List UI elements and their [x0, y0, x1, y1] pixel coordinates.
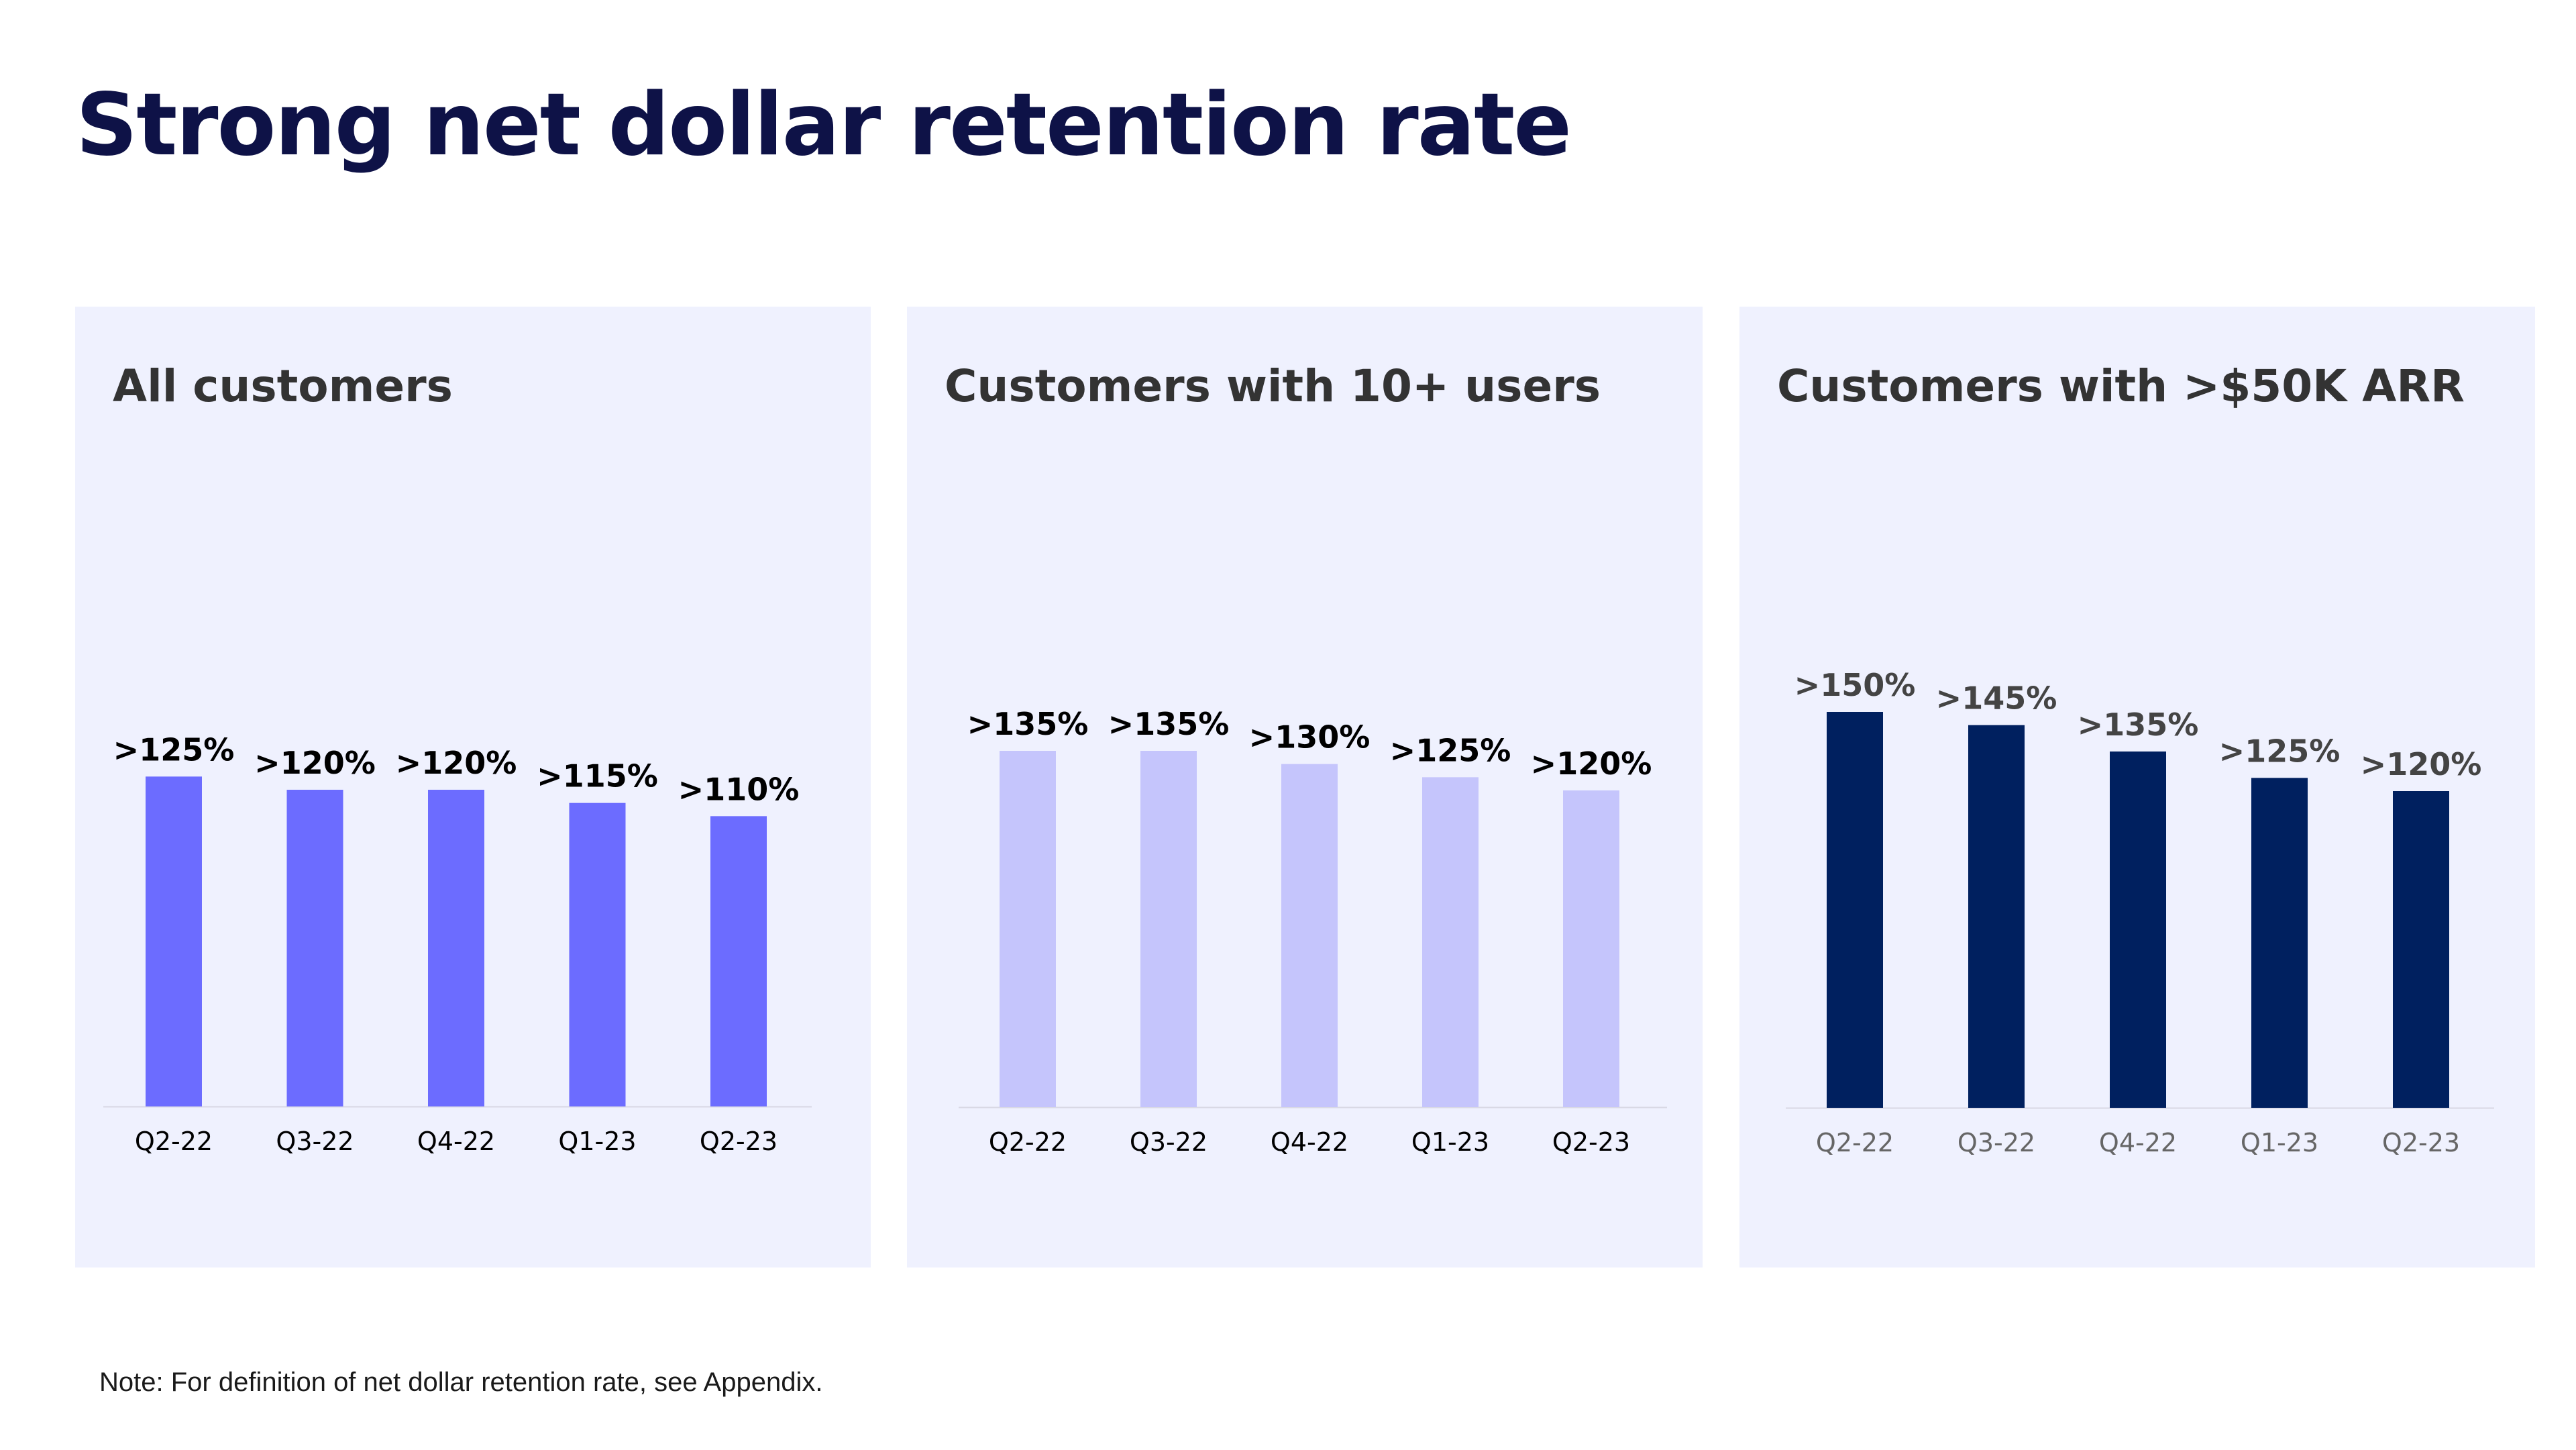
data-label: >135% [1108, 706, 1230, 742]
data-label: >115% [537, 758, 658, 794]
bar [2393, 791, 2449, 1108]
bar-chart-10plus-users: >135% Q2-22 >135% Q3-22 >130% Q4-22 >125% Q1-23… [959, 706, 1667, 1157]
x-tick-label: Q2-23 [1552, 1127, 1630, 1157]
data-label: >120% [1531, 745, 1652, 782]
footnote: Note: For definition of net dollar reten… [99, 1367, 823, 1397]
data-label: >145% [1936, 680, 2057, 717]
data-label: >125% [1390, 732, 1511, 768]
bar [286, 790, 343, 1106]
data-label: >135% [2078, 707, 2199, 743]
bar [1281, 764, 1338, 1107]
data-label: >130% [1249, 719, 1371, 756]
x-tick-label: Q2-22 [989, 1127, 1067, 1157]
bar [1140, 751, 1197, 1107]
data-label: >120% [254, 745, 376, 781]
x-tick-label: Q1-23 [2241, 1128, 2318, 1157]
data-label: >125% [2219, 733, 2341, 769]
x-tick-label: Q4-22 [417, 1127, 495, 1156]
slide-title: Strong net dollar retention rate [76, 75, 1572, 175]
data-label: >120% [396, 745, 517, 781]
chart-title: Customers with >$50K ARR [1777, 360, 2465, 412]
bar [710, 816, 767, 1106]
x-tick-label: Q3-22 [276, 1127, 354, 1156]
x-tick-label: Q1-23 [1411, 1127, 1489, 1157]
chart-title: All customers [113, 360, 453, 412]
x-tick-label: Q4-22 [1271, 1127, 1348, 1157]
x-tick-label: Q4-22 [2099, 1128, 2177, 1157]
bar-chart-all-customers: >125% Q2-22 >120% Q3-22 >120% Q4-22 >115% Q1-23… [103, 731, 812, 1156]
chart-panel-50k-arr: Customers with >$50K ARR >150% Q2-22 >145%… [1739, 307, 2535, 1267]
chart-panel-10plus-users: Customers with 10+ users >135% Q2-22 >135%… [907, 307, 1703, 1267]
data-label: >135% [967, 706, 1089, 742]
x-tick-label: Q2-23 [2382, 1128, 2460, 1157]
bar-chart-50k-arr: >150% Q2-22 >145% Q3-22 >135% Q4-22 >125% Q1-23… [1786, 667, 2494, 1157]
bar [569, 802, 626, 1106]
x-tick-label: Q2-22 [135, 1127, 213, 1156]
data-label: >120% [2361, 746, 2482, 782]
x-tick-label: Q3-22 [1957, 1128, 2035, 1157]
data-label: >125% [113, 731, 235, 768]
data-label: >150% [1794, 667, 1916, 703]
bar [146, 776, 202, 1106]
x-tick-label: Q2-23 [700, 1127, 777, 1156]
chart-title: Customers with 10+ users [945, 360, 1601, 412]
bar [428, 790, 484, 1106]
x-tick-label: Q1-23 [558, 1127, 636, 1156]
bar [2251, 778, 2308, 1108]
chart-panel-all-customers: All customers >125% Q2-22 >120% Q3-22 >120% Q… [75, 307, 871, 1267]
bar [1563, 790, 1619, 1107]
bar [1000, 751, 1056, 1107]
bar [1827, 712, 1883, 1108]
bar [1968, 725, 2025, 1108]
x-tick-label: Q2-22 [1816, 1128, 1894, 1157]
x-tick-label: Q3-22 [1130, 1127, 1208, 1157]
bar [1422, 777, 1479, 1107]
data-label: >110% [678, 771, 800, 807]
bar [2110, 752, 2166, 1108]
